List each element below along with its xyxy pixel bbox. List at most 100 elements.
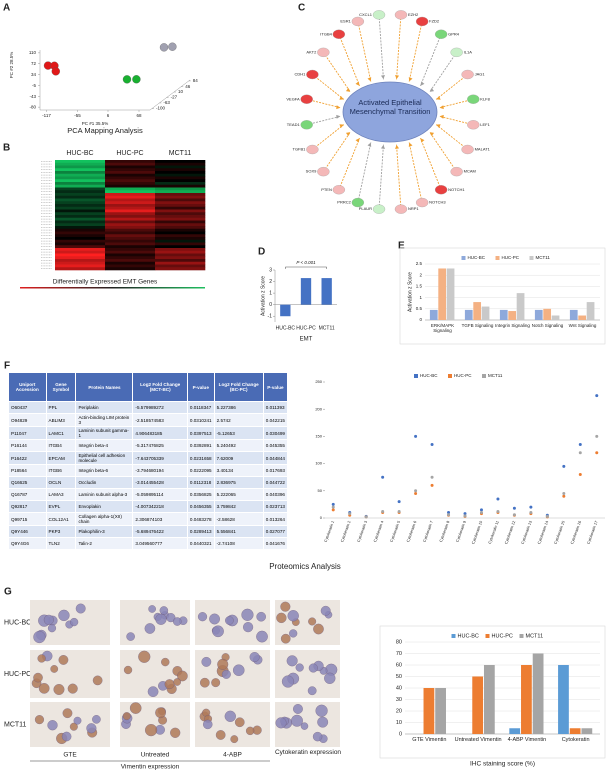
column-label: HUC-PC (116, 150, 143, 157)
table-cell: 0.045355 (262, 439, 289, 452)
cell (221, 669, 231, 679)
heatmap-cell (105, 195, 156, 199)
table-cell: -5.059895114 (132, 488, 188, 501)
heatmap-cell (55, 212, 106, 216)
heatmap-cell (155, 171, 206, 175)
table-row: P16422 EPCAM Epithelial cell adhesion mole… (8, 451, 289, 465)
table-cell: -5.317476825 (132, 439, 188, 452)
x-tick-label: Cytokeratin 6 (406, 520, 417, 542)
y-axis-label: PC #2 28.5% (9, 52, 14, 79)
x-tick-label: Cytokeratin (561, 737, 590, 743)
heatmap-cell (105, 171, 156, 175)
cell (50, 665, 59, 673)
y-tick-label: 1 (269, 290, 272, 296)
point (562, 494, 566, 498)
gene-label: ESR1 (340, 19, 351, 24)
table-cell: 0.0440321 (186, 537, 215, 550)
cell (58, 609, 70, 622)
table-header: Uniport Accession (8, 372, 47, 402)
cell (92, 715, 101, 724)
table-cell: 0.0310241 (186, 413, 215, 427)
panel-letter: C (298, 3, 305, 14)
heatmap-cell (155, 215, 206, 219)
table-cell: 0.0483278 (186, 512, 215, 526)
chart-frame (399, 247, 606, 345)
table-cell: 0.011393 (262, 401, 289, 414)
gene-node (394, 204, 408, 214)
arrowhead (380, 75, 385, 80)
table-row: Q16787 LAMA3 Laminin subunit alpha-3 -5.059… (8, 488, 289, 501)
pca-point (51, 67, 60, 76)
cell (164, 679, 175, 690)
heatmap-cell (105, 182, 156, 186)
arrowhead (355, 138, 360, 143)
heatmap-cell (55, 256, 106, 260)
gene-label: ITGB4 (320, 31, 332, 36)
table-row: Q99715 COL12A1 Collagen alpha-1(XII) chain… (8, 512, 289, 526)
legend-swatch (448, 374, 452, 378)
heatmap-cell (155, 201, 206, 205)
heatmap-cell (105, 228, 156, 232)
annotation: P < 0.001 (296, 260, 316, 265)
table-cell: 2.836975 (213, 476, 264, 489)
x-tick-label: Cytokeratin 13 (521, 520, 533, 544)
cell (58, 655, 69, 665)
gene-node (372, 10, 386, 20)
heatmap-cell (155, 162, 206, 166)
arrowhead (408, 77, 413, 82)
heatmap-cell (55, 261, 106, 265)
cell (47, 720, 58, 731)
y-tick-label: 70 (396, 651, 402, 657)
gene-label: PTEN (321, 187, 332, 192)
gene-label: VEGFA (286, 96, 300, 101)
z-tick-label: 84 (193, 78, 199, 83)
gene-label: SOX9 (306, 169, 317, 174)
cell (317, 716, 329, 728)
arrowhead (367, 142, 372, 147)
gene-label: MCAM (464, 169, 476, 174)
y-tick-label: 0 (419, 317, 422, 322)
heatmap-cell (55, 168, 106, 172)
y-tick-label: 0 (320, 515, 323, 520)
heatmap-cell (105, 198, 156, 202)
heatmap-cell (105, 234, 156, 238)
table-row: Q16625 OCLN Occludin -3.014455428 0.0112318 2… (8, 476, 289, 489)
arrowhead (336, 105, 341, 110)
arrowhead (439, 105, 444, 110)
heatmap-cell (55, 234, 106, 238)
heatmap-cell (55, 223, 106, 227)
cell (293, 704, 303, 714)
table-header: Gene Symbol (45, 372, 77, 402)
legend-swatch (482, 374, 486, 378)
heatmap-cell (105, 259, 156, 263)
row-label: MCT11 (4, 721, 27, 728)
cell (47, 624, 57, 633)
heatmap-cell (155, 228, 206, 232)
heatmap-cell (155, 193, 206, 197)
gene-node (434, 29, 448, 39)
point (512, 506, 516, 510)
gene-node (394, 10, 408, 20)
heatmap-caption: Differentially Expressed EMT Genes (53, 279, 158, 286)
cell (241, 608, 254, 621)
heatmap-cell (105, 242, 156, 246)
x-tick-label: Cytokeratin 5 (390, 520, 401, 542)
y-axis-label: Activation z Score (407, 272, 413, 312)
table-cell: O94829 (8, 413, 47, 427)
micrograph (30, 702, 110, 747)
heatmap-cell (55, 190, 106, 194)
table-cell: -5.689476422 (132, 525, 188, 538)
cell (69, 617, 79, 627)
x-tick-label: Cytokeratin 17 (587, 520, 599, 544)
cell (286, 655, 298, 667)
table-cell: Integrin beta-6 (75, 464, 134, 477)
cell (201, 656, 212, 667)
heatmap-cell (105, 264, 156, 268)
edge (357, 21, 372, 82)
gene-label: CDH1 (295, 72, 307, 77)
group-label: Vimentin expression (121, 764, 180, 771)
table-cell: Q16787 (8, 488, 47, 501)
y-tick-label: 2 (419, 272, 422, 277)
point (578, 451, 582, 455)
edge (439, 98, 474, 109)
